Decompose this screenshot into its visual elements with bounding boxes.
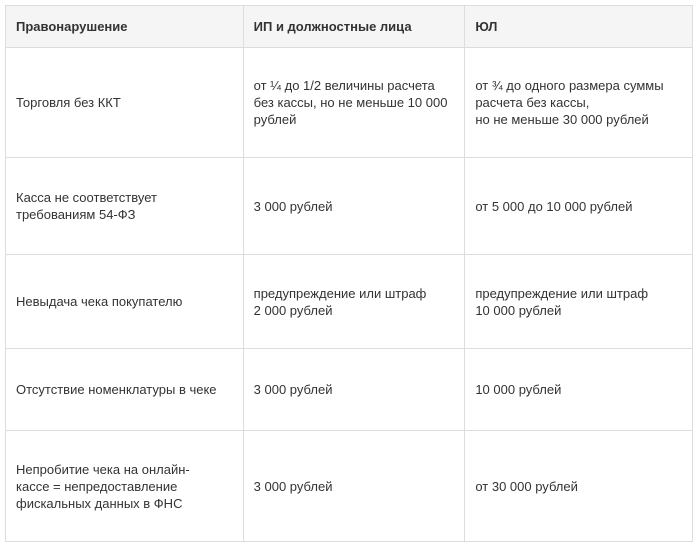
- header-violation: Правонарушение: [5, 5, 244, 48]
- legal-fine-cell: от 5 000 до 10 000 рублей: [464, 157, 693, 255]
- table-row: Торговля без ККТ от ¼ до 1/2 величины ра…: [5, 47, 693, 158]
- legal-fine-cell: 10 000 рублей: [464, 348, 693, 431]
- ip-fine-cell: 3 000 рублей: [242, 348, 466, 431]
- fines-table: Правонарушение ИП и должностные лица ЮЛ …: [5, 5, 693, 542]
- header-ip-officials: ИП и должностные лица: [242, 5, 466, 48]
- legal-fine-cell: от ¾ до одного размера суммы расчета без…: [464, 47, 693, 158]
- table-row: Непробитие чека на онлайн- кассе = непре…: [5, 430, 693, 542]
- legal-fine-cell: от 30 000 рублей: [464, 430, 693, 542]
- ip-fine-cell: 3 000 рублей: [242, 430, 466, 542]
- header-row: Правонарушение ИП и должностные лица ЮЛ: [5, 5, 693, 48]
- violation-cell: Невыдача чека покупателю: [5, 254, 244, 349]
- violation-cell: Отсутствие номенклатуры в чеке: [5, 348, 244, 431]
- violation-cell: Непробитие чека на онлайн- кассе = непре…: [5, 430, 244, 542]
- header-legal-entity: ЮЛ: [464, 5, 693, 48]
- table-row: Невыдача чека покупателю предупреждение …: [5, 254, 693, 349]
- ip-fine-cell: от ¼ до 1/2 величины расчета без кассы, …: [242, 47, 466, 158]
- ip-fine-cell: предупреждение или штраф 2 000 рублей: [242, 254, 466, 349]
- violation-cell: Касса не соответствует требованиям 54-ФЗ: [5, 157, 244, 255]
- table-row: Отсутствие номенклатуры в чеке 3 000 руб…: [5, 348, 693, 431]
- ip-fine-cell: 3 000 рублей: [242, 157, 466, 255]
- violation-cell: Торговля без ККТ: [5, 47, 244, 158]
- legal-fine-cell: предупреждение или штраф 10 000 рублей: [464, 254, 693, 349]
- table-row: Касса не соответствует требованиям 54-ФЗ…: [5, 157, 693, 255]
